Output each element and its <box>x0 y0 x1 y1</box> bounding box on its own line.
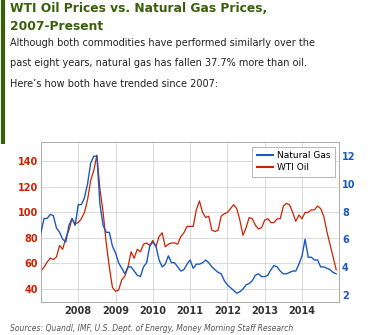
Text: Here’s how both have trended since 2007:: Here’s how both have trended since 2007: <box>10 79 218 89</box>
Text: past eight years, natural gas has fallen 37.7% more than oil.: past eight years, natural gas has fallen… <box>10 58 307 68</box>
Text: 2007-Present: 2007-Present <box>10 20 103 33</box>
Text: Although both commodities have performed similarly over the: Although both commodities have performed… <box>10 38 315 48</box>
Text: Sources: Quandl, IMF, U.S. Dept. of Energy, Money Morning Staff Research: Sources: Quandl, IMF, U.S. Dept. of Ener… <box>10 324 293 333</box>
Text: WTI Oil Prices vs. Natural Gas Prices,: WTI Oil Prices vs. Natural Gas Prices, <box>10 2 267 15</box>
Legend: Natural Gas, WTI Oil: Natural Gas, WTI Oil <box>252 147 335 177</box>
